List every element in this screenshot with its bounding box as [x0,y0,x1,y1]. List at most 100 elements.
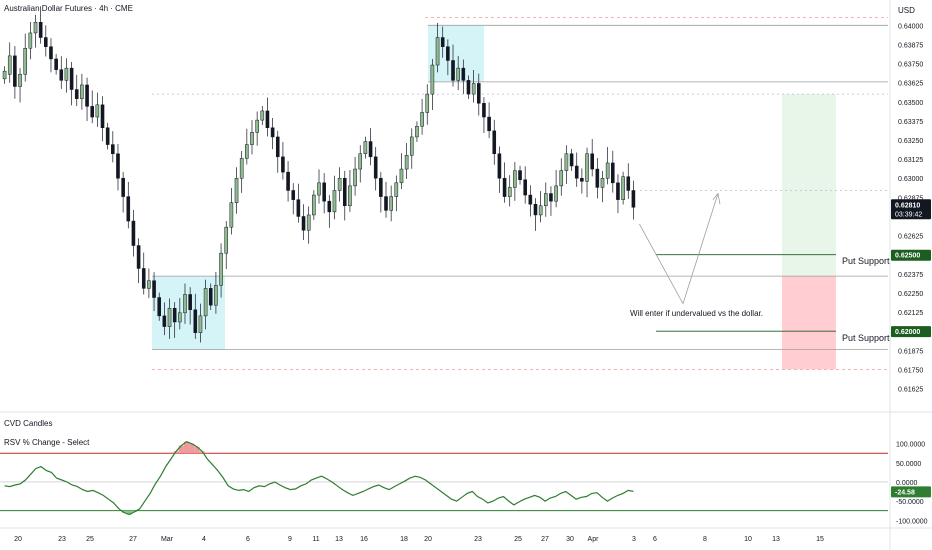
candle-body [554,185,558,202]
time-tick-label: 13 [772,536,780,543]
candle-body [44,37,48,47]
upper-support-tag-bg [891,249,931,261]
candle-body [260,110,265,121]
rsv-value-tag-bg [891,486,931,498]
last-price-tag: 0.62810 [895,202,920,209]
candle-body [100,104,105,129]
time-tick-label: 3 [632,536,636,543]
time-tick-label: 23 [474,536,482,543]
candle-body [446,46,450,61]
candle-body [141,268,146,289]
candle-body [425,93,430,113]
price-tick-label: 0.63000 [898,176,923,183]
time-tick-label: 6 [653,536,657,543]
candle-body [518,170,522,181]
candle-body [296,199,301,217]
candle-body [224,226,229,254]
time-tick-label: 27 [541,536,549,543]
rsv-tick-label: 50.0000 [896,461,921,468]
candle-body [487,116,491,132]
candle-body [595,168,600,188]
time-tick-label: 20 [424,536,432,543]
candle-body [461,67,466,81]
candle-body [219,252,223,286]
candle-body [245,144,249,159]
candle-body [147,280,151,289]
candle-body [590,153,594,170]
price-tick-label: 0.62625 [898,234,923,241]
candle-body [353,168,357,187]
price-tick-label: 0.64000 [898,23,923,30]
candle-body [544,193,548,207]
put-support-upper-label: Put Support [842,256,890,266]
candle-body [564,153,569,171]
candle-body [476,83,481,104]
candle-body [569,153,574,167]
cvd-candles-label[interactable]: CVD Candles [4,419,53,428]
rsv-line [4,441,634,516]
candle-body [507,187,512,197]
time-tick-label: 16 [360,536,368,543]
candle-body [85,84,89,107]
price-tick-label: 0.63625 [898,81,923,88]
candle-body [466,80,471,95]
candle-body [183,294,187,314]
time-axis: 20 23 25 27 Mar 4 6 9 11 13 16 18 20 23 25 27 30 Apr 3 6 8 10… [0,527,932,543]
stop-zone-box [782,276,836,370]
candle-body [193,309,198,333]
candle-body [59,69,64,81]
candle-body [203,288,208,317]
projection-path [639,192,721,305]
candle-body [528,194,533,205]
price-tick-label: 0.63875 [898,42,923,49]
candle-body [18,73,22,87]
candle-body [368,141,373,158]
candle-body [90,106,94,118]
candle-body [574,165,579,179]
price-tick-label: 0.62375 [898,272,923,279]
candle-body [49,46,53,60]
candle-body [255,119,259,133]
candle-body [131,220,136,246]
rsv-indicator-label[interactable]: RSV % Change - Select [4,438,90,447]
price-tick-label: 0.62125 [898,310,923,317]
rsv-tick-label: 0.0000 [896,480,918,487]
rsv-oversold-fill [126,510,132,515]
rsv-overbought-fill [183,441,190,454]
demand-zone-box [152,276,225,350]
candle-body [482,103,486,118]
candle-body [492,130,497,155]
candle-body [167,307,172,327]
price-tick-label: 0.61875 [898,348,923,355]
candle-body [38,21,43,38]
lower-support-tag-bg [891,326,931,338]
candle-body [533,203,538,216]
candle-body [306,214,311,231]
candle-body [399,168,404,184]
candle-body [358,153,363,170]
rsv-tick-label: -50.0000 [896,499,924,506]
candle-body [600,177,605,188]
candle-body [616,182,620,200]
candle-body [275,136,280,158]
time-tick-label: Mar [161,536,174,543]
candle-body [121,177,125,197]
candle-body [126,196,131,222]
candle-body [116,153,120,179]
candle-body [2,70,7,80]
candle-body [291,190,296,200]
trade-note: Will enter if undervalued vs the dollar. [630,309,763,318]
time-tick-label: 25 [514,536,522,543]
candle-body [348,185,352,207]
candle-body [198,315,203,333]
time-tick-label: 27 [129,536,137,543]
candle-body [373,156,378,179]
candle-body [342,177,347,207]
highlight-zones [152,25,836,370]
candle-body [611,162,615,184]
target-zone-box [782,94,836,277]
price-tick-label: 0.62250 [898,291,923,298]
time-tick-label: 18 [400,536,408,543]
candle-body [80,84,84,99]
